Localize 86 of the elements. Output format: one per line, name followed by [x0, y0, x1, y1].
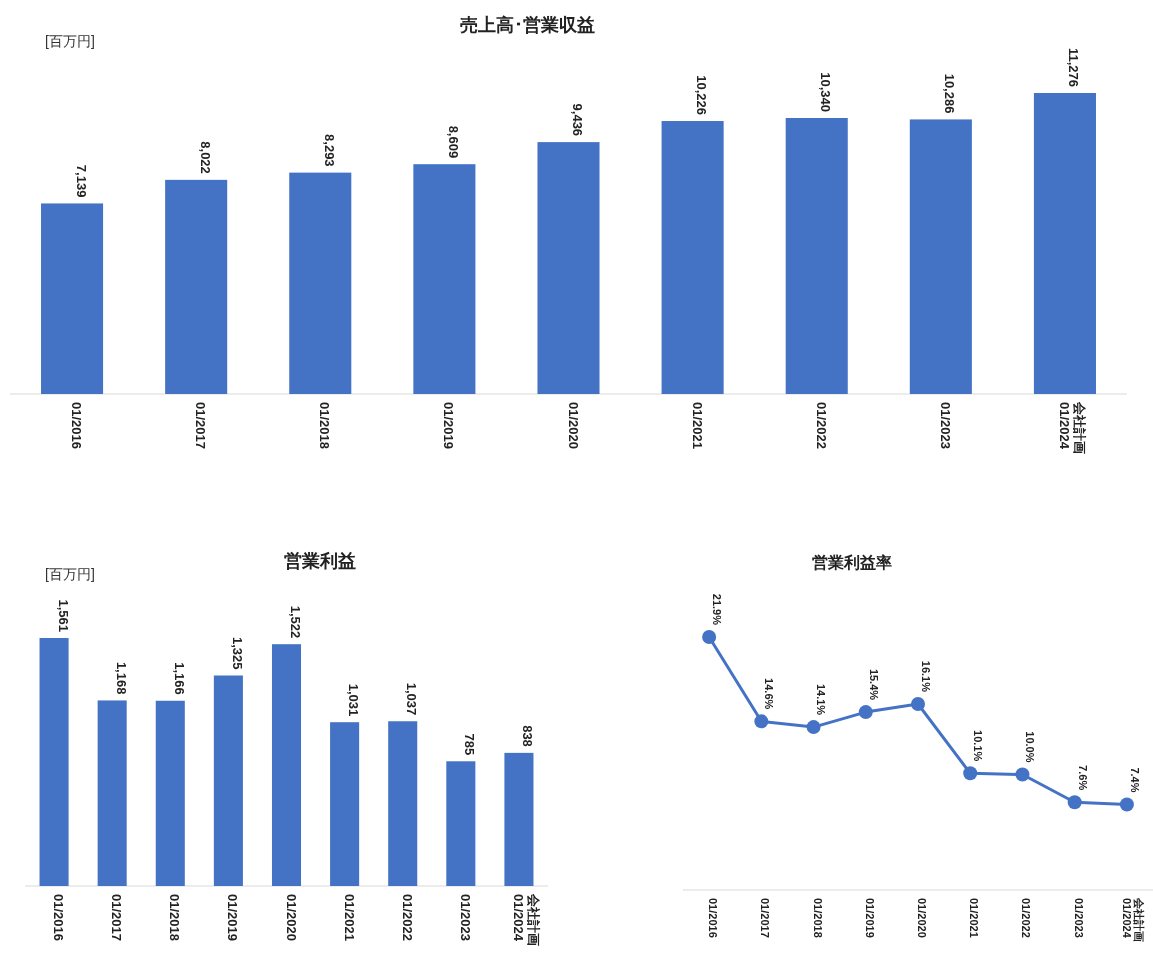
x-tick-label: 01/2016 [69, 402, 85, 449]
bar [289, 172, 352, 394]
data-label: 10,340 [818, 72, 834, 112]
data-label: 1,325 [229, 636, 245, 670]
bar [271, 644, 302, 886]
data-label: 8,609 [445, 125, 461, 159]
bar [446, 761, 476, 886]
x-tick-label: 01/2020 [565, 402, 581, 449]
data-label: 785 [462, 733, 478, 756]
point [858, 705, 873, 720]
point [754, 714, 769, 729]
bar [388, 721, 418, 886]
data-label: 16.1% [919, 660, 932, 693]
data-label: 1,037 [404, 682, 420, 716]
x-tick-label: 01/2020 [283, 894, 299, 941]
x-tick-label: 01/2016 [51, 894, 67, 941]
bar [39, 638, 69, 886]
bar [165, 179, 228, 394]
x-tick-label: 01/2017 [109, 894, 125, 941]
x-tick-label: 01/2021 [689, 402, 705, 449]
x-tick-label: 01/2024 会社計画 [1121, 897, 1146, 942]
data-label: 11,276 [1066, 47, 1082, 87]
data-label: 838 [520, 725, 536, 747]
x-tick-label: 01/2019 [863, 898, 876, 938]
x-tick-label: 01/2018 [167, 894, 183, 941]
point [1119, 797, 1134, 812]
data-label: 14.1% [815, 683, 828, 716]
x-tick-label: 01/2023 [937, 402, 953, 449]
bar [155, 700, 185, 886]
bar [537, 142, 600, 394]
bar [97, 700, 127, 886]
point [806, 720, 821, 735]
x-tick-label: 01/2017 [759, 898, 772, 938]
data-label: 10,286 [942, 73, 958, 114]
point [963, 766, 978, 781]
bar [413, 164, 476, 394]
x-tick-label: 01/2023 [1072, 898, 1085, 938]
data-label: 1,522 [288, 605, 304, 639]
x-tick-label: 01/2019 [441, 402, 457, 449]
data-label: 15.4% [867, 668, 880, 701]
data-label: 7,139 [73, 164, 89, 198]
data-label: 1,168 [113, 661, 129, 695]
x-tick-label: 01/2017 [193, 402, 209, 449]
data-label: 7.4% [1128, 767, 1141, 793]
data-label: 7.6% [1076, 765, 1089, 791]
data-label: 1,031 [346, 683, 362, 717]
bar [661, 121, 724, 394]
x-tick-label: 01/2023 [457, 894, 473, 941]
bar [213, 675, 243, 886]
bar [504, 752, 534, 886]
point [911, 697, 925, 712]
chart-title: 売上高･営業収益 [459, 15, 595, 35]
x-tick-label: 01/2022 [1020, 898, 1033, 938]
x-tick-label: 01/2019 [225, 894, 241, 941]
bar [41, 203, 104, 394]
data-label: 10.1% [972, 730, 985, 762]
point [702, 630, 717, 644]
bar [785, 117, 848, 394]
x-tick-label: 01/2016 [707, 898, 720, 938]
data-label: 9,436 [570, 103, 586, 137]
x-tick-label: 01/2022 [813, 402, 829, 449]
x-tick-label: 01/2024 会社計画 [511, 893, 541, 946]
point [1015, 767, 1030, 782]
chart-title: 営業利益 [284, 551, 356, 571]
data-label: 8,022 [197, 141, 213, 174]
data-label: 10.0% [1024, 731, 1037, 763]
x-tick-label: 01/2022 [399, 894, 415, 941]
data-label: 8,293 [321, 134, 337, 167]
chart-title: 営業利益率 [812, 553, 892, 571]
text: [百万円] [45, 33, 95, 49]
point [1067, 795, 1082, 810]
data-label: 10,226 [694, 75, 710, 116]
x-tick-label: 01/2021 [341, 894, 357, 941]
x-tick-label: 01/2024 会社計画 [1057, 401, 1087, 454]
data-label: 21.9% [710, 593, 723, 626]
data-label: 14.6% [763, 678, 776, 710]
x-tick-label: 01/2021 [968, 898, 981, 938]
data-label: 1,561 [55, 599, 71, 632]
x-tick-label: 01/2018 [317, 402, 333, 449]
bar [909, 119, 972, 394]
x-tick-label: 01/2020 [916, 898, 928, 938]
text: [百万円] [45, 566, 95, 582]
bar [330, 722, 360, 886]
bar [1033, 93, 1096, 394]
x-tick-label: 01/2018 [811, 898, 824, 938]
data-label: 1,166 [171, 662, 187, 695]
